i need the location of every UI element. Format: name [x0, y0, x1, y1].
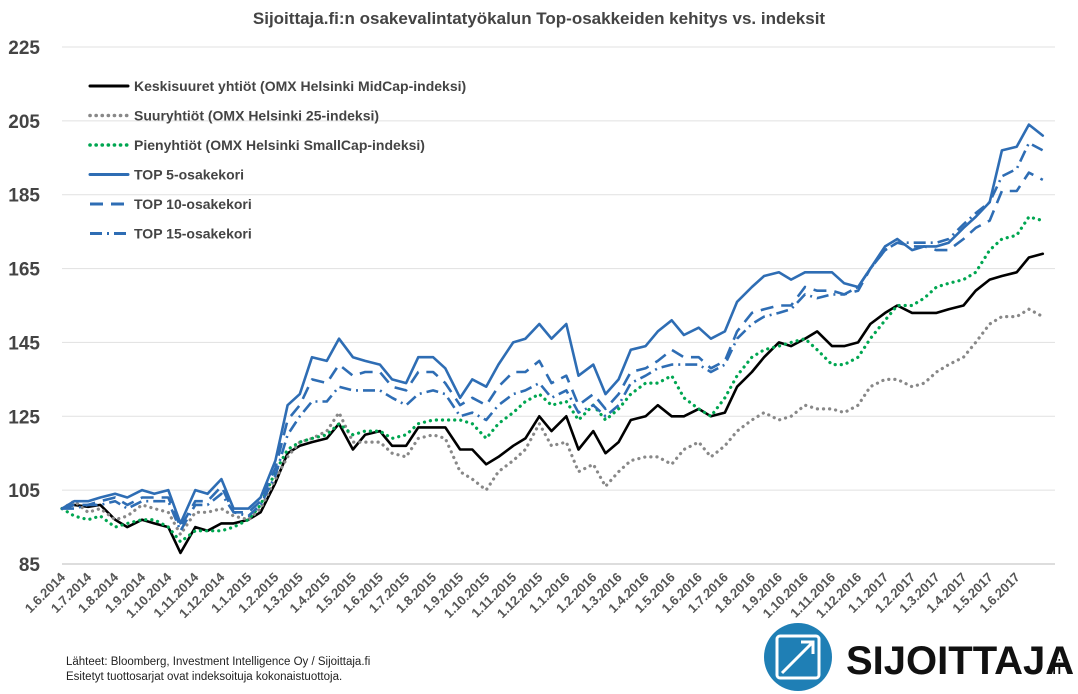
- y-tick-label: 145: [8, 333, 40, 354]
- brand-logo: SIJOITTAJA .fi: [764, 623, 1074, 691]
- series-line-2: [60, 215, 1045, 544]
- logo-arrowhead: [801, 640, 815, 654]
- brand-suffix: .fi: [1046, 657, 1062, 679]
- y-axis: 85 105 125 145 165 185 205 225: [8, 38, 40, 576]
- y-tick-label: 125: [8, 407, 40, 428]
- gridlines: [62, 46, 1055, 565]
- series-line-3: [60, 123, 1045, 525]
- y-tick-label: 225: [8, 38, 40, 59]
- legend-label-3: TOP 5-osakekori: [134, 167, 244, 183]
- series-line-0: [60, 252, 1045, 555]
- legend-label-1: Suuryhtiöt (OMX Helsinki 25-indeksi): [134, 108, 379, 124]
- y-tick-label: 205: [8, 112, 40, 133]
- legend-label-5: TOP 15-osakekori: [134, 226, 252, 242]
- note-text: Esitetyt tuottosarjat ovat indeksoituja …: [66, 671, 342, 683]
- y-tick-label: 105: [8, 481, 40, 502]
- chart-title: Sijoittaja.fi:n osakevalintatyökalun Top…: [253, 9, 826, 28]
- y-tick-label: 85: [19, 555, 41, 576]
- logo-arrow: [780, 640, 815, 675]
- legend-label-2: Pienyhtiöt (OMX Helsinki SmallCap-indeks…: [134, 137, 425, 153]
- series-line-1: [60, 307, 1045, 537]
- source-text: Lähteet: Bloomberg, Investment Intellige…: [66, 656, 370, 668]
- legend-label-0: Keskisuuret yhtiöt (OMX Helsinki MidCap-…: [134, 78, 466, 94]
- y-tick-label: 185: [8, 186, 40, 207]
- y-tick-label: 165: [8, 260, 40, 281]
- series-lines: [60, 123, 1045, 555]
- brand-name: SIJOITTAJA: [846, 639, 1074, 683]
- logo-frame: [775, 634, 821, 680]
- x-axis: 1.6.20141.7.20141.8.20141.9.20141.10.201…: [22, 569, 1023, 621]
- series-line-5: [62, 141, 1044, 533]
- legend: Keskisuuret yhtiöt (OMX Helsinki MidCap-…: [88, 78, 466, 242]
- legend-label-4: TOP 10-osakekori: [134, 196, 252, 212]
